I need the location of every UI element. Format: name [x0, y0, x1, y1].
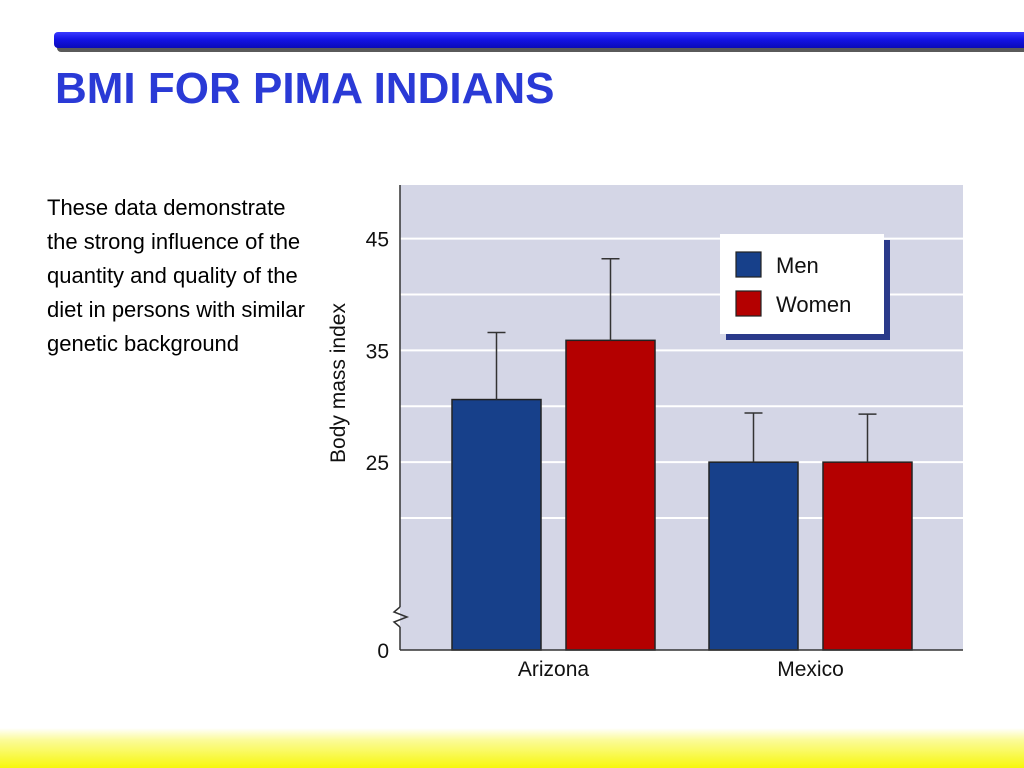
- slide-description: These data demonstrate the strong influe…: [47, 195, 305, 356]
- bar-women-arizona: [565, 339, 656, 651]
- bar-women-mexico: [822, 461, 913, 651]
- legend-swatch-women: [735, 290, 762, 317]
- slide-title: BMI FOR PIMA INDIANS: [55, 64, 555, 113]
- y-axis-label: Body mass index: [327, 303, 350, 463]
- x-tick-label: Arizona: [518, 658, 590, 681]
- axis-break-mark: [392, 606, 410, 628]
- legend-label-men: Men: [776, 253, 819, 278]
- title-bar: [54, 32, 1024, 48]
- bars: [451, 339, 913, 651]
- y-tick-label: 45: [366, 229, 389, 252]
- y-tick-label: 0: [377, 640, 389, 663]
- bottom-band: [0, 728, 1024, 768]
- bar-men-arizona: [451, 398, 542, 651]
- y-tick-label: 25: [366, 452, 389, 475]
- legend-swatch-men: [735, 251, 762, 278]
- y-tick-label: 35: [366, 340, 389, 363]
- legend-box: [720, 234, 884, 334]
- x-tick-labels: Arizona Mexico: [518, 658, 844, 681]
- error-bars: [487, 258, 877, 463]
- bmi-bar-chart: 0 25 35 45 Arizona Mexico Body mass index Me…: [327, 185, 963, 681]
- legend: Men Women: [720, 234, 890, 340]
- y-tick-labels: 0 25 35 45: [366, 229, 389, 663]
- x-tick-label: Mexico: [777, 658, 844, 681]
- bar-men-mexico: [708, 461, 799, 651]
- legend-label-women: Women: [776, 292, 851, 317]
